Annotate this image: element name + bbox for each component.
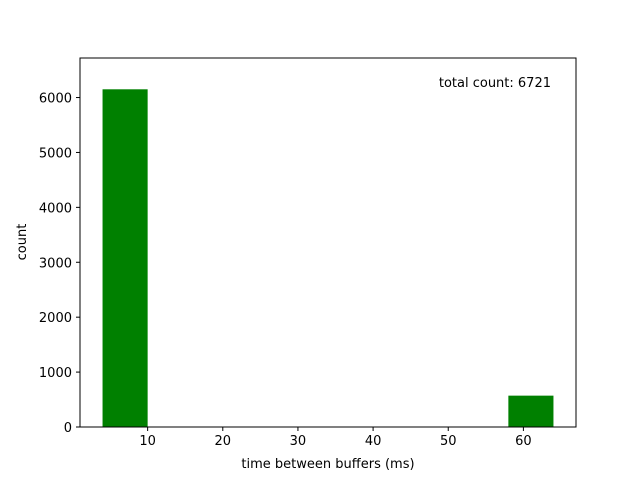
histogram-bar-1 — [508, 395, 554, 427]
y-tick-label: 1000 — [39, 366, 72, 381]
plot-frame — [79, 57, 577, 428]
x-tick-label: 40 — [365, 434, 382, 449]
y-tick-label: 2000 — [39, 311, 72, 326]
bars-group — [102, 89, 554, 428]
annotation-total-count: total count: 6721 — [439, 76, 551, 91]
y-tick-label: 0 — [64, 421, 72, 436]
x-tick-label: 60 — [515, 434, 532, 449]
x-tick-label: 50 — [440, 434, 457, 449]
x-tick-label: 20 — [215, 434, 232, 449]
x-tick-label: 10 — [139, 434, 156, 449]
y-axis-ticks: 0 1000 2000 3000 4000 5000 6000 — [39, 92, 80, 436]
histogram-bar-0 — [102, 89, 148, 428]
y-tick-label: 4000 — [39, 201, 72, 216]
y-tick-label: 3000 — [39, 256, 72, 271]
x-tick-label: 30 — [290, 434, 307, 449]
y-axis-label: count — [15, 224, 30, 261]
x-axis-ticks: 10 20 30 40 50 60 — [139, 427, 532, 449]
y-tick-label: 6000 — [39, 92, 72, 107]
x-axis-label: time between buffers (ms) — [241, 457, 414, 472]
y-tick-label: 5000 — [39, 146, 72, 161]
